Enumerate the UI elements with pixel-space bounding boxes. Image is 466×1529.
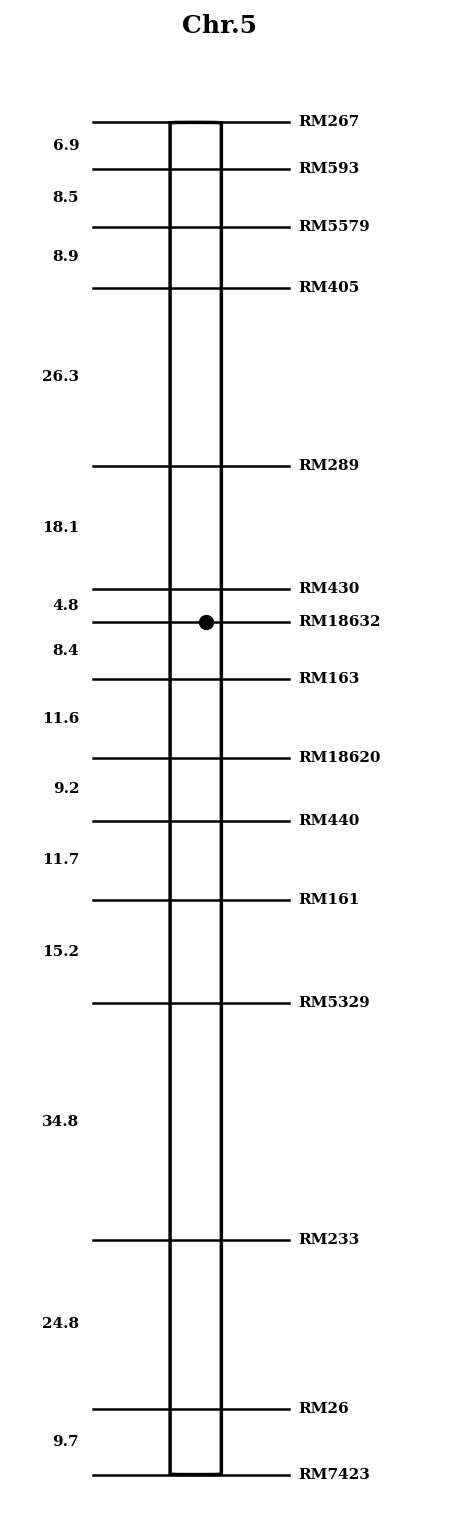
Text: 24.8: 24.8 bbox=[42, 1318, 79, 1332]
Text: 8.9: 8.9 bbox=[53, 251, 79, 265]
Text: 34.8: 34.8 bbox=[42, 1115, 79, 1128]
Text: 11.6: 11.6 bbox=[42, 711, 79, 726]
Text: 15.2: 15.2 bbox=[42, 945, 79, 959]
Text: RM5329: RM5329 bbox=[298, 997, 370, 1011]
Text: 6.9: 6.9 bbox=[53, 139, 79, 153]
Text: RM430: RM430 bbox=[298, 583, 360, 596]
Text: RM163: RM163 bbox=[298, 673, 360, 687]
Text: RM440: RM440 bbox=[298, 813, 360, 827]
Text: RM233: RM233 bbox=[298, 1232, 359, 1248]
Text: Chr.5: Chr.5 bbox=[182, 14, 256, 38]
Text: 26.3: 26.3 bbox=[42, 370, 79, 384]
Text: RM267: RM267 bbox=[298, 115, 359, 130]
Text: RM161: RM161 bbox=[298, 893, 360, 907]
Text: RM405: RM405 bbox=[298, 281, 359, 295]
Text: RM593: RM593 bbox=[298, 162, 359, 176]
Text: 8.4: 8.4 bbox=[53, 644, 79, 657]
Text: RM289: RM289 bbox=[298, 459, 359, 474]
Text: RM5579: RM5579 bbox=[298, 220, 370, 234]
Text: RM18620: RM18620 bbox=[298, 751, 381, 764]
Text: 9.7: 9.7 bbox=[53, 1434, 79, 1448]
Text: 8.5: 8.5 bbox=[53, 191, 79, 205]
Text: 18.1: 18.1 bbox=[42, 521, 79, 535]
Text: RM7423: RM7423 bbox=[298, 1468, 370, 1482]
FancyBboxPatch shape bbox=[170, 122, 221, 1474]
Text: RM18632: RM18632 bbox=[298, 615, 381, 628]
Text: RM26: RM26 bbox=[298, 1402, 349, 1416]
Text: 4.8: 4.8 bbox=[53, 599, 79, 613]
Text: 11.7: 11.7 bbox=[42, 853, 79, 867]
Text: 9.2: 9.2 bbox=[53, 783, 79, 797]
Bar bbox=[170, 122, 221, 1474]
